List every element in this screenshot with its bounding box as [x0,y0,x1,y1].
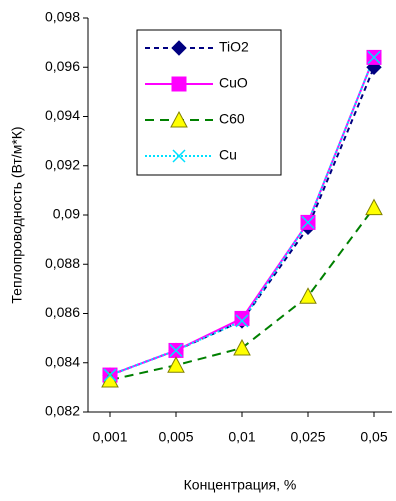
y-tick-label: 0,098 [45,9,80,25]
x-tick-label: 0,025 [290,429,325,445]
y-tick-label: 0,096 [45,58,80,74]
y-tick-label: 0,082 [45,403,80,419]
x-tick-label: 0,01 [228,429,255,445]
x-tick-label: 0,05 [360,429,387,445]
legend-marker [171,40,187,56]
legend-label: CuO [219,75,248,91]
y-tick-label: 0,09 [53,206,80,222]
data-point [301,215,315,229]
y-tick-label: 0,092 [45,156,80,172]
x-axis-title: Концентрация, % [184,477,297,493]
x-tick-label: 0,005 [158,429,193,445]
y-tick-label: 0,084 [45,353,80,369]
data-point [367,50,381,64]
legend-marker [170,110,188,128]
legend-label: C60 [219,111,245,127]
data-point [299,287,317,304]
legend-marker [172,149,186,163]
y-tick-label: 0,086 [45,304,80,320]
legend-label: Cu [219,147,237,163]
data-point [365,198,383,216]
data-point [234,310,250,326]
legend-label: TiO2 [219,39,249,55]
x-tick-label: 0,001 [92,429,127,445]
y-tick-label: 0,088 [45,255,80,271]
legend-marker [171,76,187,92]
y-axis-title: Теплопроводность (Вт/м*К) [9,126,25,303]
y-tick-label: 0,094 [45,107,80,123]
data-point [169,343,183,357]
data-point [233,338,251,356]
legend-box [136,29,282,176]
data-point [103,368,117,382]
data-point [167,356,185,373]
data-point [235,314,249,328]
series-line [109,57,375,376]
